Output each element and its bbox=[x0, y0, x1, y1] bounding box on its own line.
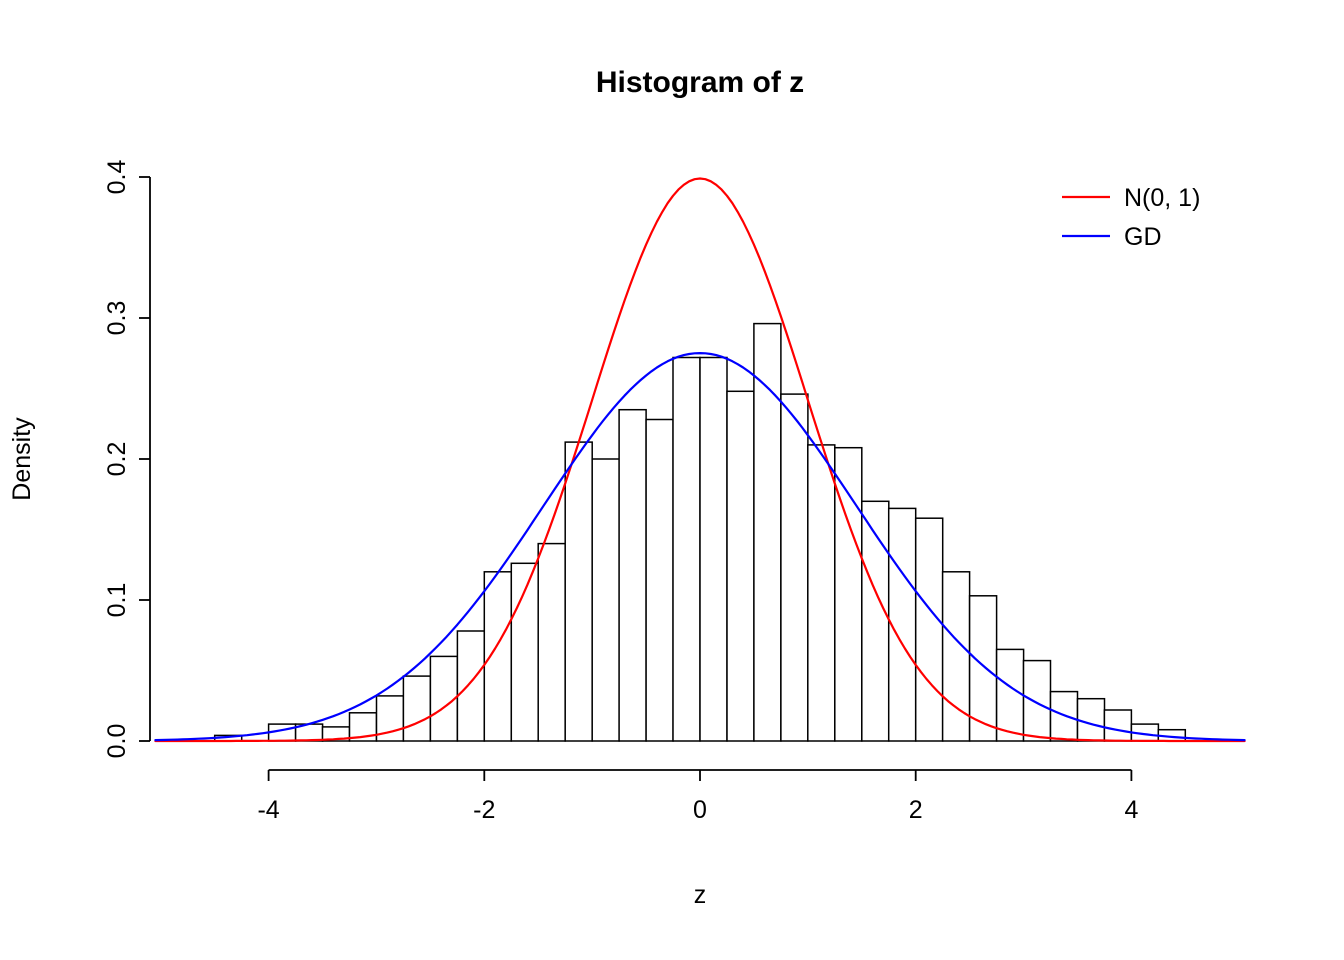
histogram-bar bbox=[861, 500, 890, 742]
legend-label-normal: N(0, 1) bbox=[1124, 184, 1200, 212]
histogram-bar bbox=[968, 595, 998, 742]
y-tick-label: 0.3 bbox=[103, 301, 131, 336]
legend: N(0, 1) GD bbox=[1062, 184, 1200, 251]
histogram-bar bbox=[699, 356, 728, 742]
y-axis-label: Density bbox=[8, 417, 36, 501]
axes: -4 -2 0 2 4 0.0 0.1 0.2 0.3 0.4 bbox=[103, 160, 1138, 824]
histogram-bar bbox=[1076, 697, 1106, 742]
x-axis-label: z bbox=[694, 881, 707, 909]
density-curves bbox=[154, 177, 1246, 743]
histogram-bar bbox=[780, 393, 809, 742]
y-tick-label: 0.4 bbox=[103, 160, 131, 195]
y-tick-label: 0.2 bbox=[103, 442, 131, 477]
x-tick-label: 2 bbox=[909, 796, 923, 824]
histogram-bar bbox=[753, 322, 782, 742]
histogram-bar bbox=[914, 517, 944, 742]
histogram-bar bbox=[483, 571, 513, 742]
histogram-bar bbox=[645, 418, 674, 742]
x-tick-label: 4 bbox=[1124, 796, 1138, 824]
histogram-bar bbox=[726, 390, 755, 742]
x-tick-label: -4 bbox=[257, 796, 279, 824]
density-curve bbox=[154, 352, 1246, 742]
histogram-bar bbox=[1022, 659, 1052, 742]
density-curve bbox=[154, 177, 1246, 743]
histogram-bar bbox=[591, 458, 620, 742]
histogram-bar bbox=[672, 356, 701, 742]
histogram-bar bbox=[1049, 690, 1079, 742]
chart-title: Histogram of z bbox=[596, 66, 804, 99]
x-tick-label: 0 bbox=[693, 796, 707, 824]
y-tick-label: 0.0 bbox=[103, 724, 131, 759]
histogram-bar bbox=[456, 630, 486, 742]
histogram-bar bbox=[1103, 709, 1133, 742]
x-tick-label: -2 bbox=[473, 796, 495, 824]
histogram-bar bbox=[941, 571, 971, 742]
histogram-bar bbox=[887, 507, 917, 742]
histogram-bar bbox=[807, 444, 836, 742]
histogram-bar bbox=[995, 648, 1025, 742]
histogram-bar bbox=[618, 408, 647, 742]
histogram-bar bbox=[564, 441, 593, 742]
histogram-bars bbox=[213, 322, 1187, 742]
legend-label-gd: GD bbox=[1124, 223, 1162, 251]
histogram-bar bbox=[537, 542, 566, 742]
y-tick-label: 0.1 bbox=[103, 583, 131, 618]
histogram-bar bbox=[402, 675, 432, 742]
